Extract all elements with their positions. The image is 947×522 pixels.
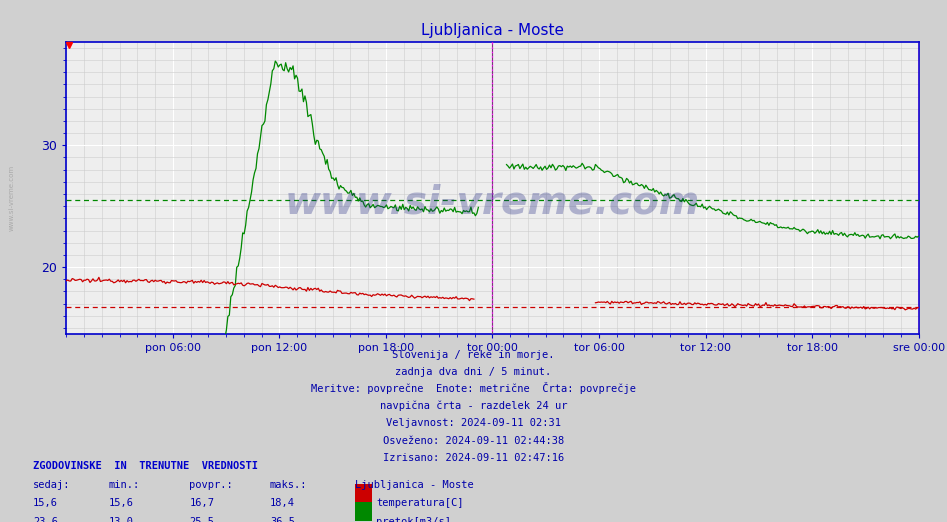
- Bar: [355, 502, 372, 521]
- Text: Izrisano: 2024-09-11 02:47:16: Izrisano: 2024-09-11 02:47:16: [383, 453, 564, 463]
- Text: maks.:: maks.:: [270, 480, 308, 490]
- Text: 15,6: 15,6: [33, 498, 58, 508]
- Text: min.:: min.:: [109, 480, 140, 490]
- Bar: [355, 484, 372, 503]
- Text: sedaj:: sedaj:: [33, 480, 71, 490]
- Text: temperatura[C]: temperatura[C]: [376, 498, 463, 508]
- Text: Veljavnost: 2024-09-11 02:31: Veljavnost: 2024-09-11 02:31: [386, 419, 561, 429]
- Text: Ljubljanica - Moste: Ljubljanica - Moste: [355, 480, 474, 490]
- Text: www.si-vreme.com: www.si-vreme.com: [9, 165, 14, 231]
- Text: zadnja dva dni / 5 minut.: zadnja dva dni / 5 minut.: [396, 367, 551, 377]
- Title: Ljubljanica - Moste: Ljubljanica - Moste: [420, 23, 564, 38]
- Text: www.si-vreme.com: www.si-vreme.com: [285, 184, 700, 221]
- Text: 25,5: 25,5: [189, 517, 214, 522]
- Text: pretok[m3/s]: pretok[m3/s]: [376, 517, 451, 522]
- Text: ZGODOVINSKE  IN  TRENUTNE  VREDNOSTI: ZGODOVINSKE IN TRENUTNE VREDNOSTI: [33, 461, 259, 471]
- Text: Slovenija / reke in morje.: Slovenija / reke in morje.: [392, 350, 555, 360]
- Text: 36,5: 36,5: [270, 517, 295, 522]
- Text: 18,4: 18,4: [270, 498, 295, 508]
- Text: navpična črta - razdelek 24 ur: navpična črta - razdelek 24 ur: [380, 401, 567, 411]
- Text: 23,6: 23,6: [33, 517, 58, 522]
- Text: 15,6: 15,6: [109, 498, 134, 508]
- Text: 13,0: 13,0: [109, 517, 134, 522]
- Text: 16,7: 16,7: [189, 498, 214, 508]
- Text: Osveženo: 2024-09-11 02:44:38: Osveženo: 2024-09-11 02:44:38: [383, 436, 564, 446]
- Text: Meritve: povprečne  Enote: metrične  Črta: povprečje: Meritve: povprečne Enote: metrične Črta:…: [311, 382, 636, 394]
- Text: povpr.:: povpr.:: [189, 480, 233, 490]
